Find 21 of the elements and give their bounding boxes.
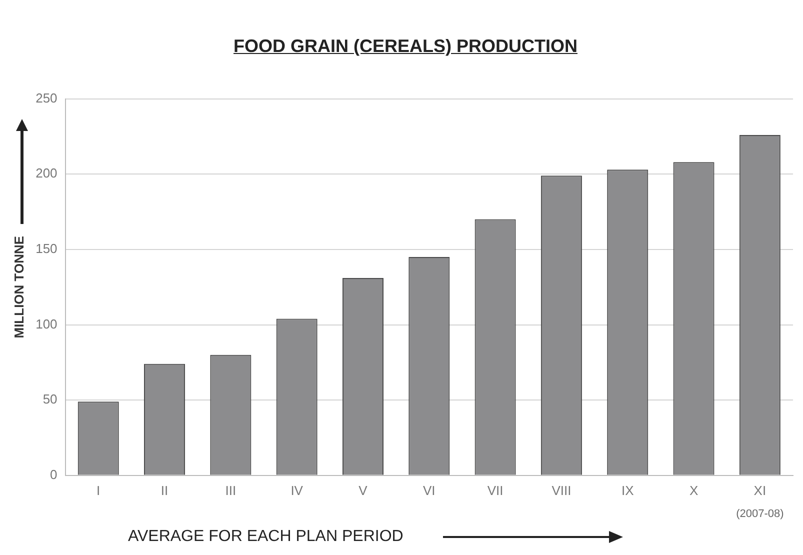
x-tick-label: IX xyxy=(621,482,634,498)
y-tick-label: 150 xyxy=(36,241,58,256)
x-tick-label: X xyxy=(689,482,698,498)
x-axis-title: AVERAGE FOR EACH PLAN PERIOD xyxy=(128,528,404,546)
x-tick-label: III xyxy=(225,482,236,498)
y-axis-title: MILLION TONNE xyxy=(11,236,26,338)
x-tick-label: V xyxy=(358,482,368,498)
x-tick-label: VII xyxy=(487,482,504,498)
y-tick-label: 100 xyxy=(36,316,58,332)
x-tick-label: VI xyxy=(422,482,436,498)
text: (2007-08) xyxy=(736,508,784,520)
x-tick-label: VIII xyxy=(552,482,572,498)
y-tick-label: 200 xyxy=(36,166,58,181)
y-tick-label: 50 xyxy=(42,392,58,407)
y-tick-label: 0 xyxy=(50,466,58,482)
x-tick-label: I xyxy=(96,482,100,498)
x-tick-label: II xyxy=(160,482,168,498)
x-tick-label: IV xyxy=(290,482,304,498)
x-tick-label: XI xyxy=(754,482,766,498)
y-tick-label: 250 xyxy=(36,90,58,106)
chart-title: FOOD GRAIN (CEREALS) PRODUCTION xyxy=(232,36,578,57)
